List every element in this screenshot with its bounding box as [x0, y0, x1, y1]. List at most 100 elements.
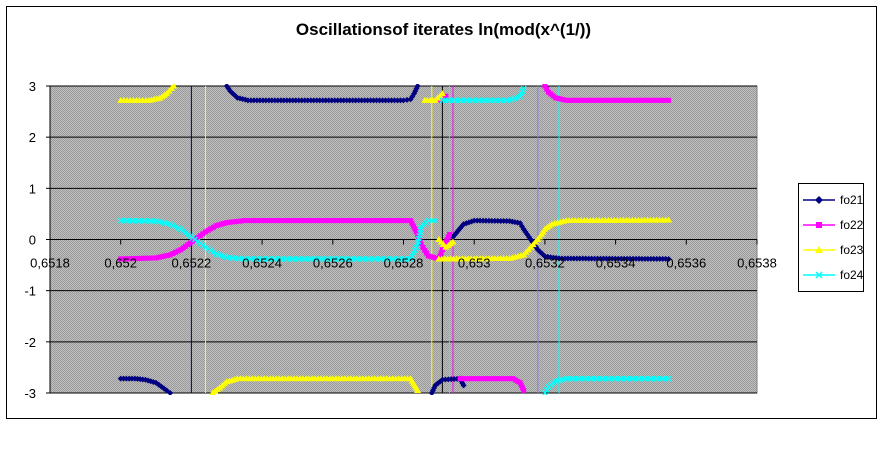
point-fo22	[356, 218, 362, 224]
point-fo22	[635, 97, 641, 103]
point-fo22	[413, 229, 419, 235]
point-fo22	[250, 218, 256, 224]
point-fo22	[492, 376, 498, 382]
legend-label-fo21: fo21	[840, 193, 864, 207]
point-fo22	[478, 376, 484, 382]
point-fo22	[504, 376, 510, 382]
point-fo22	[156, 254, 162, 260]
point-fo22	[380, 218, 386, 224]
point-fo22	[466, 376, 472, 382]
point-fo22	[383, 218, 389, 224]
point-fo22	[347, 218, 353, 224]
point-fo22	[353, 218, 359, 224]
legend-item-fo23: fo23	[799, 240, 865, 260]
point-fo21	[665, 255, 672, 262]
point-fo22	[236, 218, 242, 224]
point-fo22	[197, 233, 203, 239]
y-tick-label: -3	[24, 386, 36, 401]
x-tick-label: 0,652	[104, 256, 137, 271]
point-fo22	[317, 218, 323, 224]
point-fo22	[487, 376, 493, 382]
point-fo22	[605, 97, 611, 103]
point-fo22	[335, 218, 341, 224]
legend-marker-fo22	[803, 222, 835, 228]
point-fo22	[521, 387, 527, 393]
legend-item-fo22: fo22	[799, 215, 865, 235]
point-fo22	[299, 218, 305, 224]
point-fo22	[443, 239, 449, 245]
point-fo22	[135, 255, 141, 261]
point-fo22	[308, 218, 314, 224]
point-fo22	[463, 376, 469, 382]
point-fo22	[469, 376, 475, 382]
point-fo23	[449, 238, 457, 245]
point-fo22	[167, 252, 173, 258]
legend: fo21 fo22 fo23 fo24	[798, 183, 864, 292]
point-fo22	[575, 97, 581, 103]
point-fo22	[332, 218, 338, 224]
point-fo21	[404, 96, 411, 103]
point-fo22	[566, 97, 572, 103]
point-fo22	[584, 97, 590, 103]
point-fo22	[205, 227, 211, 233]
point-fo22	[578, 97, 584, 103]
point-fo22	[374, 218, 380, 224]
point-fo21	[460, 382, 467, 389]
point-fo22	[457, 376, 463, 382]
point-fo22	[257, 218, 263, 224]
point-fo22	[247, 218, 253, 224]
point-fo22	[433, 255, 439, 261]
point-fo22	[460, 376, 466, 382]
x-tick-label: 0,6522	[172, 256, 212, 271]
point-fo22	[208, 226, 214, 232]
legend-label-fo23: fo23	[840, 243, 864, 257]
point-fo22	[278, 218, 284, 224]
x-tick-label: 0,6534	[596, 256, 636, 271]
point-fo22	[602, 97, 608, 103]
point-fo22	[489, 376, 495, 382]
point-fo22	[371, 218, 377, 224]
x-tick-label: 0,6536	[666, 256, 706, 271]
point-fo22	[405, 218, 411, 224]
point-fo22	[438, 250, 444, 256]
point-fo21	[414, 84, 421, 89]
point-fo22	[362, 218, 368, 224]
point-fo22	[141, 255, 147, 261]
point-fo22	[657, 97, 663, 103]
point-fo22	[200, 231, 206, 237]
point-fo22	[614, 97, 620, 103]
point-fo22	[284, 218, 290, 224]
point-fo22	[498, 376, 504, 382]
point-fo22	[216, 222, 222, 228]
point-fo24	[409, 253, 415, 260]
legend-marker-fo24	[803, 271, 835, 279]
point-fo22	[377, 218, 383, 224]
point-fo22	[129, 256, 135, 262]
point-fo21	[400, 97, 407, 104]
point-fo22	[445, 234, 451, 240]
point-fo21	[428, 390, 435, 395]
point-fo22	[563, 97, 569, 103]
point-fo22	[127, 256, 133, 262]
point-fo22	[365, 218, 371, 224]
point-fo22	[626, 97, 632, 103]
point-fo24	[407, 255, 414, 262]
point-fo22	[172, 249, 178, 255]
point-fo22	[386, 218, 392, 224]
point-fo22	[164, 252, 170, 258]
point-fo22	[623, 97, 629, 103]
point-fo22	[560, 97, 566, 103]
y-tick-label: 3	[29, 79, 36, 94]
grid-lines	[50, 85, 757, 394]
x-tick-label: 0,6524	[242, 256, 282, 271]
point-fo22	[170, 251, 176, 257]
point-fo22	[124, 256, 130, 262]
point-fo22	[275, 218, 281, 224]
point-fo24	[411, 247, 418, 254]
point-fo22	[518, 382, 524, 388]
point-fo22	[581, 97, 587, 103]
point-fo22	[572, 97, 578, 103]
point-fo22	[412, 226, 418, 232]
point-fo22	[507, 376, 513, 382]
